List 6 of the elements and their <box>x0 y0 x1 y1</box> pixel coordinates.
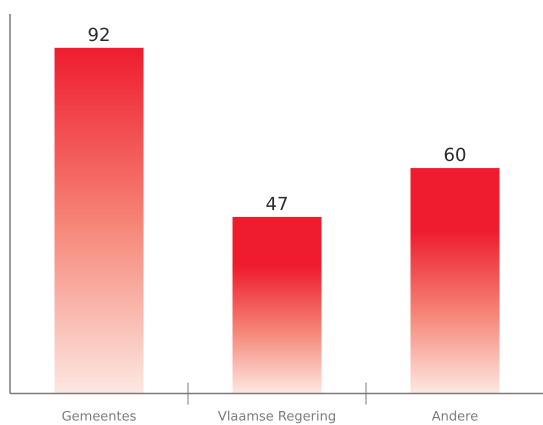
x-tick-label: Andere <box>432 410 478 424</box>
data-label: 60 <box>444 145 466 166</box>
data-label: 92 <box>88 24 110 46</box>
x-tick-label: Gemeentes <box>62 410 137 424</box>
x-tick-label: Vlaamse Regering <box>218 410 336 424</box>
data-label: 47 <box>266 194 288 215</box>
